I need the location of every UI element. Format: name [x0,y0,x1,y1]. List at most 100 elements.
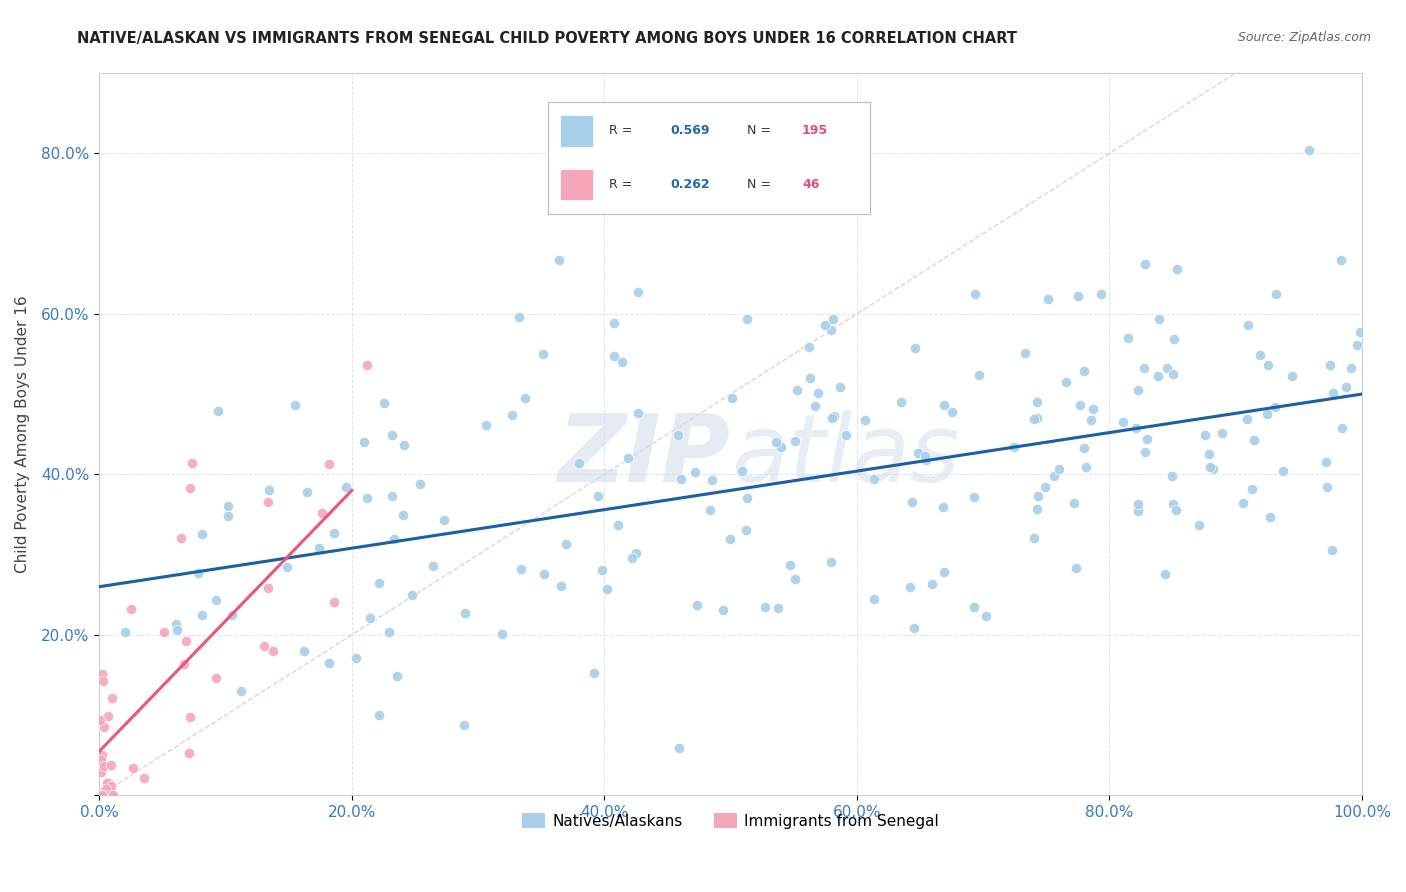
Point [100,691,122,706]
Point [373,396,395,410]
Point [359,611,381,625]
Point [610,355,633,369]
Point [253,640,276,654]
Point [820,411,842,425]
Point [401,588,423,602]
Point [1202,462,1225,476]
Point [963,599,986,614]
Point [853,413,876,427]
Point [607,517,630,532]
Point [367,576,389,591]
Point [295,485,318,500]
Point [901,495,924,509]
Point [1243,433,1265,447]
Point [1073,364,1095,378]
Point [322,525,344,540]
Point [1054,375,1077,389]
Point [1133,444,1156,458]
Point [863,592,886,607]
Point [100,779,122,793]
Point [177,746,200,760]
Point [863,472,886,486]
Y-axis label: Child Poverty Among Boys Under 16: Child Poverty Among Boys Under 16 [15,295,30,573]
Point [501,408,523,422]
Point [90,785,112,799]
Point [100,758,122,772]
Point [1136,432,1159,446]
Point [603,349,626,363]
Point [93,789,115,803]
Point [1237,318,1260,333]
Point [1116,331,1139,345]
Point [686,599,709,613]
Point [1330,253,1353,268]
Point [666,428,689,442]
Point [90,753,112,767]
Point [914,449,936,463]
Point [103,789,125,803]
Point [259,483,281,498]
Point [766,601,789,615]
Point [820,555,842,569]
Point [262,644,284,658]
Point [1194,428,1216,442]
Point [311,506,333,520]
Point [823,409,845,424]
Point [548,252,571,267]
Point [166,623,188,637]
Point [384,532,406,546]
Point [1026,410,1049,425]
Point [807,386,830,401]
Point [381,427,404,442]
Point [786,383,808,397]
Point [256,495,278,509]
Point [1066,289,1088,303]
Point [779,558,801,572]
Point [596,582,619,596]
Point [100,789,122,803]
Point [1188,517,1211,532]
Point [378,625,401,640]
Point [1322,385,1344,400]
Point [1340,360,1362,375]
Point [121,761,143,775]
Point [932,500,955,515]
Point [1125,421,1147,435]
Point [967,368,990,383]
Point [221,607,243,622]
Point [318,457,340,471]
Point [627,285,650,300]
Point [509,562,531,576]
Point [207,403,229,417]
Point [1316,480,1339,494]
Point [453,718,475,732]
Point [96,782,118,797]
Point [515,391,537,405]
Point [1126,383,1149,397]
Point [93,720,115,734]
Point [963,491,986,505]
Point [153,624,176,639]
Point [1036,292,1059,306]
Point [318,657,340,671]
Point [89,713,111,727]
Point [231,684,253,698]
Point [454,606,477,620]
Point [1022,531,1045,545]
Point [934,399,956,413]
Point [1315,455,1337,469]
Point [668,741,690,756]
Point [568,456,591,470]
Point [1260,510,1282,524]
Point [166,616,188,631]
Point [93,759,115,773]
Text: Source: ZipAtlas.com: Source: ZipAtlas.com [1237,31,1371,45]
Point [1028,490,1050,504]
Point [1211,425,1233,440]
Point [114,624,136,639]
Point [903,342,925,356]
Point [191,527,214,541]
Point [96,789,118,803]
Point [90,789,112,803]
Point [1126,497,1149,511]
